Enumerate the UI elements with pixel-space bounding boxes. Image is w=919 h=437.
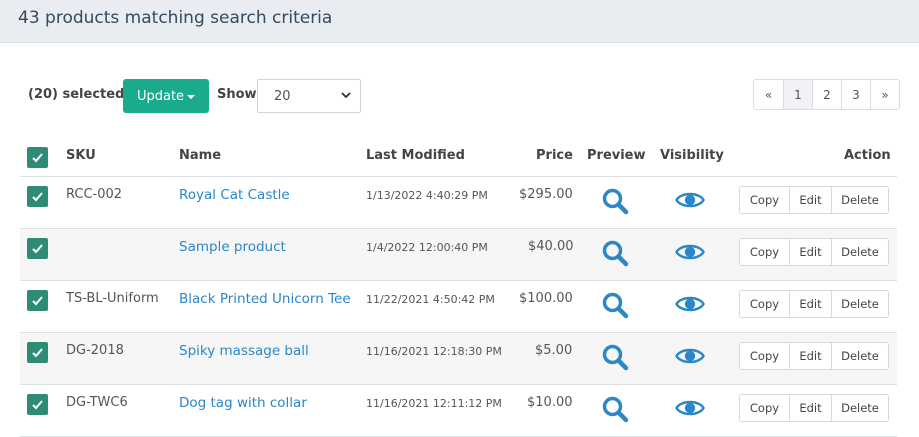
row-actions: Copy Edit Delete — [739, 186, 889, 214]
product-name-link[interactable]: Dog tag with collar — [179, 395, 307, 411]
last-modified-cell: 11/16/2021 12:18:30 PM — [366, 345, 502, 358]
eye-icon[interactable] — [675, 346, 705, 366]
price-cell: $5.00 — [535, 343, 573, 358]
page-size-select[interactable]: 20 — [257, 79, 361, 113]
page-size-value: 20 — [274, 89, 291, 104]
copy-button[interactable]: Copy — [749, 193, 780, 207]
row-checkbox[interactable] — [27, 238, 48, 259]
row-checkbox[interactable] — [27, 186, 48, 207]
delete-button[interactable]: Delete — [831, 291, 888, 317]
pagination-page-3[interactable]: 3 — [841, 80, 870, 109]
show-label: Show — [217, 87, 257, 102]
delete-button[interactable]: Delete — [831, 343, 888, 369]
pagination-next[interactable]: » — [870, 80, 899, 109]
selected-count: (20) selected — [28, 87, 125, 102]
col-visibility: Visibility — [660, 148, 724, 163]
check-icon — [32, 400, 43, 410]
product-name-link[interactable]: Royal Cat Castle — [179, 187, 290, 203]
table-row: Sample product 1/4/2022 12:00:40 PM $40.… — [20, 229, 897, 281]
check-icon — [32, 244, 43, 254]
table-header: SKU Name Last Modified Price Preview Vis… — [20, 141, 897, 177]
products-table: SKU Name Last Modified Price Preview Vis… — [20, 141, 897, 437]
pagination-page-2[interactable]: 2 — [812, 80, 841, 109]
sku-cell: RCC-002 — [66, 187, 123, 202]
magnifier-icon[interactable] — [601, 343, 629, 371]
col-name[interactable]: Name — [179, 148, 222, 163]
table-row: TS-BL-Uniform Black Printed Unicorn Tee … — [20, 281, 897, 333]
eye-icon[interactable] — [675, 190, 705, 210]
edit-button[interactable]: Edit — [789, 395, 831, 421]
price-cell: $295.00 — [519, 187, 573, 202]
edit-button[interactable]: Edit — [789, 187, 831, 213]
magnifier-icon[interactable] — [601, 187, 629, 215]
row-actions: Copy Edit Delete — [739, 290, 889, 318]
copy-button[interactable]: Copy — [749, 401, 780, 415]
eye-icon[interactable] — [675, 398, 705, 418]
edit-button[interactable]: Edit — [789, 343, 831, 369]
update-button-label: Update — [136, 88, 185, 104]
last-modified-cell: 11/22/2021 4:50:42 PM — [366, 293, 495, 306]
copy-button[interactable]: Copy — [749, 349, 780, 363]
copy-button[interactable]: Copy — [749, 245, 780, 259]
row-actions: Copy Edit Delete — [739, 342, 889, 370]
eye-icon[interactable] — [675, 242, 705, 262]
table-row: DG-TWC6 Dog tag with collar 11/16/2021 1… — [20, 385, 897, 437]
sku-cell: DG-TWC6 — [66, 395, 128, 410]
eye-icon[interactable] — [675, 294, 705, 314]
col-price[interactable]: Price — [536, 148, 573, 163]
price-cell: $10.00 — [527, 395, 573, 410]
delete-button[interactable]: Delete — [831, 395, 888, 421]
magnifier-icon[interactable] — [601, 395, 629, 423]
magnifier-icon[interactable] — [601, 239, 629, 267]
row-checkbox[interactable] — [27, 342, 48, 363]
page-title: 43 products matching search criteria — [18, 8, 333, 28]
delete-button[interactable]: Delete — [831, 239, 888, 265]
product-name-link[interactable]: Spiky massage ball — [179, 343, 309, 359]
last-modified-cell: 1/4/2022 12:00:40 PM — [366, 241, 488, 254]
table-row: RCC-002 Royal Cat Castle 1/13/2022 4:40:… — [20, 177, 897, 229]
copy-button[interactable]: Copy — [749, 297, 780, 311]
col-preview: Preview — [587, 148, 646, 163]
edit-button[interactable]: Edit — [789, 291, 831, 317]
select-all-checkbox[interactable] — [27, 147, 48, 168]
row-actions: Copy Edit Delete — [739, 394, 889, 422]
col-action: Action — [844, 148, 891, 163]
caret-down-icon — [187, 95, 196, 99]
row-checkbox[interactable] — [27, 394, 48, 415]
row-actions: Copy Edit Delete — [739, 238, 889, 266]
edit-button[interactable]: Edit — [789, 239, 831, 265]
check-icon — [32, 153, 43, 163]
pagination: « 1 2 3 » — [753, 79, 900, 110]
page-header: 43 products matching search criteria — [0, 0, 919, 43]
bulk-toolbar: (20) selected Update Show 20 — [0, 79, 919, 113]
sku-cell: TS-BL-Uniform — [66, 291, 159, 306]
check-icon — [32, 192, 43, 202]
product-name-link[interactable]: Sample product — [179, 239, 286, 255]
last-modified-cell: 11/16/2021 12:11:12 PM — [366, 397, 502, 410]
chevron-down-icon — [341, 92, 351, 99]
update-dropdown-button[interactable]: Update — [123, 79, 209, 113]
check-icon — [32, 296, 43, 306]
row-checkbox[interactable] — [27, 290, 48, 311]
last-modified-cell: 1/13/2022 4:40:29 PM — [366, 189, 488, 202]
sku-cell: DG-2018 — [66, 343, 124, 358]
col-last-modified[interactable]: Last Modified — [366, 148, 465, 163]
delete-button[interactable]: Delete — [831, 187, 888, 213]
magnifier-icon[interactable] — [601, 291, 629, 319]
col-sku[interactable]: SKU — [66, 148, 96, 163]
product-name-link[interactable]: Black Printed Unicorn Tee — [179, 291, 351, 307]
price-cell: $100.00 — [519, 291, 573, 306]
pagination-page-1[interactable]: 1 — [783, 80, 812, 109]
table-row: DG-2018 Spiky massage ball 11/16/2021 12… — [20, 333, 897, 385]
pagination-prev[interactable]: « — [754, 80, 783, 109]
price-cell: $40.00 — [528, 239, 574, 254]
check-icon — [32, 348, 43, 358]
